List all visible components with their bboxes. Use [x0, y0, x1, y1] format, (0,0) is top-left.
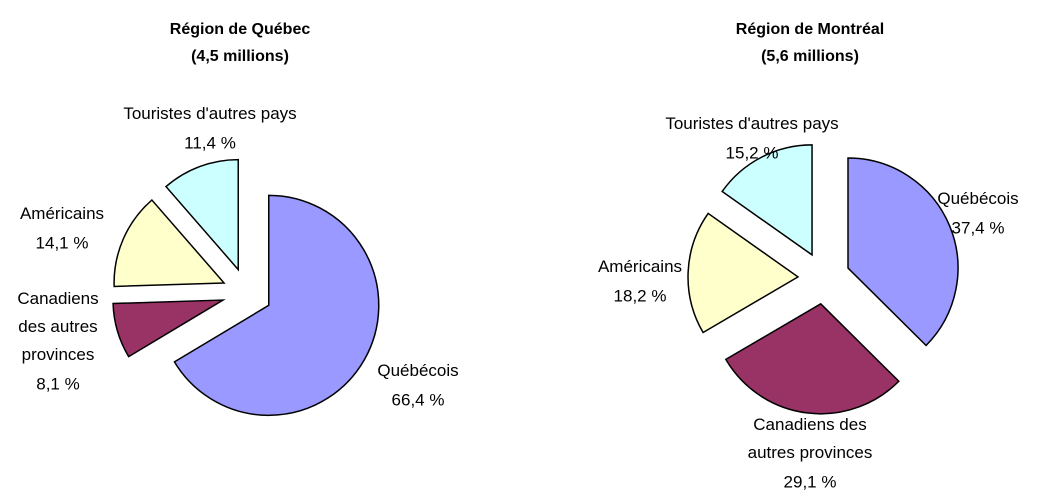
pie-slice — [113, 198, 226, 288]
slice-value-label: 37,4 % — [952, 218, 1005, 237]
slice-value-label: 15,2 % — [726, 143, 779, 162]
chart-subtitle: (4,5 millions) — [191, 48, 289, 65]
pie-slice — [687, 212, 800, 334]
chart-title: Région de Montréal — [736, 21, 884, 38]
slice-label: Canadiens des autres provinces — [17, 289, 98, 364]
slice-label: Touristes d'autres pays — [123, 104, 296, 123]
slice-label: Québécois — [377, 361, 458, 380]
slice-label: Touristes d'autres pays — [665, 114, 838, 133]
slice-label: Canadiens des autres provinces — [748, 415, 873, 462]
pie-slice — [173, 194, 380, 417]
slice-value-label: 11,4 % — [184, 133, 236, 152]
slice-label: Québécois — [937, 189, 1018, 208]
chart-subtitle: (5,6 millions) — [761, 48, 859, 65]
pie-slice — [847, 157, 959, 347]
slice-value-label: 14,1 % — [36, 233, 89, 252]
slice-label: Américains — [598, 257, 682, 276]
slice-value-label: 29,1 % — [784, 472, 837, 491]
pie-slice — [721, 144, 813, 257]
slice-value-label: 66,4 % — [392, 390, 445, 409]
chart-title: Région de Québec — [170, 21, 311, 38]
slice-value-label: 18,2 % — [614, 286, 667, 305]
slice-label: Américains — [20, 204, 104, 223]
pie-slice — [112, 299, 226, 358]
pie-slice — [724, 302, 900, 415]
pie-slice — [164, 158, 239, 272]
slice-value-label: 8,1 % — [36, 374, 79, 393]
